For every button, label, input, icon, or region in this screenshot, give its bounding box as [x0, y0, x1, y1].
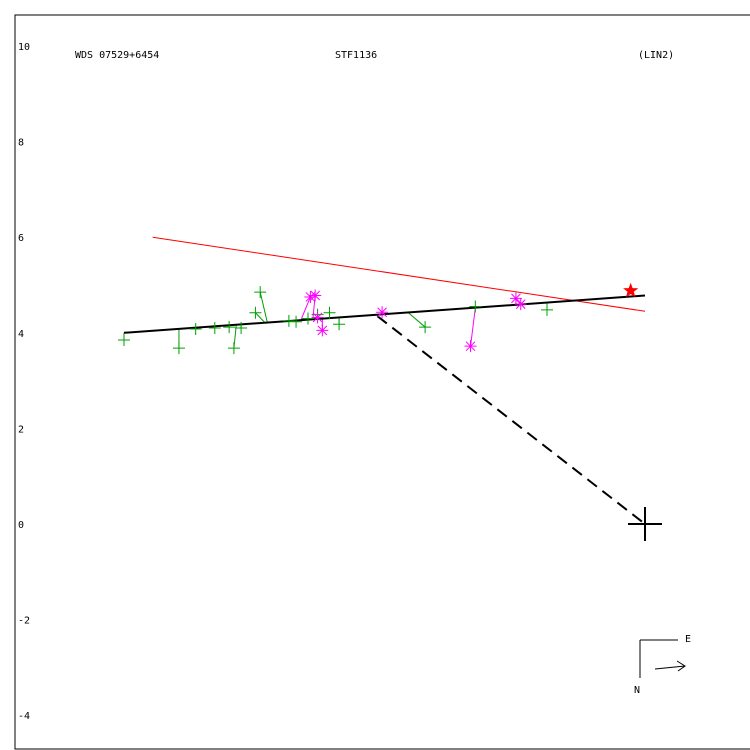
observation-plus [189, 322, 202, 335]
residual-line [259, 292, 268, 323]
residual-line [300, 296, 311, 321]
compass-east-label: E [685, 634, 691, 645]
observation-plus [419, 321, 432, 334]
observation-plus [290, 315, 303, 328]
residual-line [470, 307, 476, 347]
observation-asterisk [509, 292, 522, 305]
y-tick-label: -4 [18, 711, 30, 722]
residual-line [255, 312, 266, 324]
observation-plus [223, 321, 236, 334]
observation-plus [323, 306, 336, 319]
y-tick-label: 2 [18, 424, 24, 435]
observation-plus [254, 286, 267, 299]
comparison-orbit-line [152, 236, 646, 312]
y-tick-label: 0 [18, 520, 24, 531]
discoverer-designation: STF1136 [335, 50, 377, 61]
residual-line [408, 312, 426, 328]
primary-star-marker [628, 507, 662, 541]
observation-asterisk [376, 306, 389, 319]
observation-asterisk [304, 290, 317, 303]
y-tick-label: -2 [18, 616, 30, 627]
current-position-star [623, 282, 639, 298]
observation-asterisk [311, 311, 324, 324]
observation-asterisk [464, 340, 477, 353]
observation-plus [227, 342, 240, 355]
observation-plus [302, 312, 315, 325]
observation-plus [208, 322, 221, 335]
observation-plus [249, 306, 262, 319]
plot-frame [14, 14, 750, 750]
method-label: (LIN2) [638, 50, 674, 61]
y-tick-label: 4 [18, 329, 24, 340]
observation-asterisk [316, 324, 329, 337]
observation-plus [333, 318, 346, 331]
observation-asterisk [514, 298, 527, 311]
observation-plus [235, 322, 248, 335]
y-tick-label: 8 [18, 138, 24, 149]
observation-plus [117, 333, 130, 346]
observation-plus [541, 303, 554, 316]
y-tick-label: 6 [18, 233, 24, 244]
compass-north-label: N [634, 685, 640, 696]
observation-plus [172, 342, 185, 355]
direction-arrow-icon [654, 660, 686, 672]
observation-plus [469, 300, 482, 313]
periastron-dashed-line [376, 315, 646, 525]
compass-rose: E N [634, 634, 691, 696]
wds-designation: WDS 07529+6454 [75, 50, 159, 61]
data-marks [117, 236, 662, 541]
y-tick-label: 10 [18, 42, 30, 53]
y-tick-labels: 10 8 6 4 2 0 -2 -4 [18, 42, 30, 722]
observation-plus [282, 314, 295, 327]
observation-asterisk [309, 289, 322, 302]
